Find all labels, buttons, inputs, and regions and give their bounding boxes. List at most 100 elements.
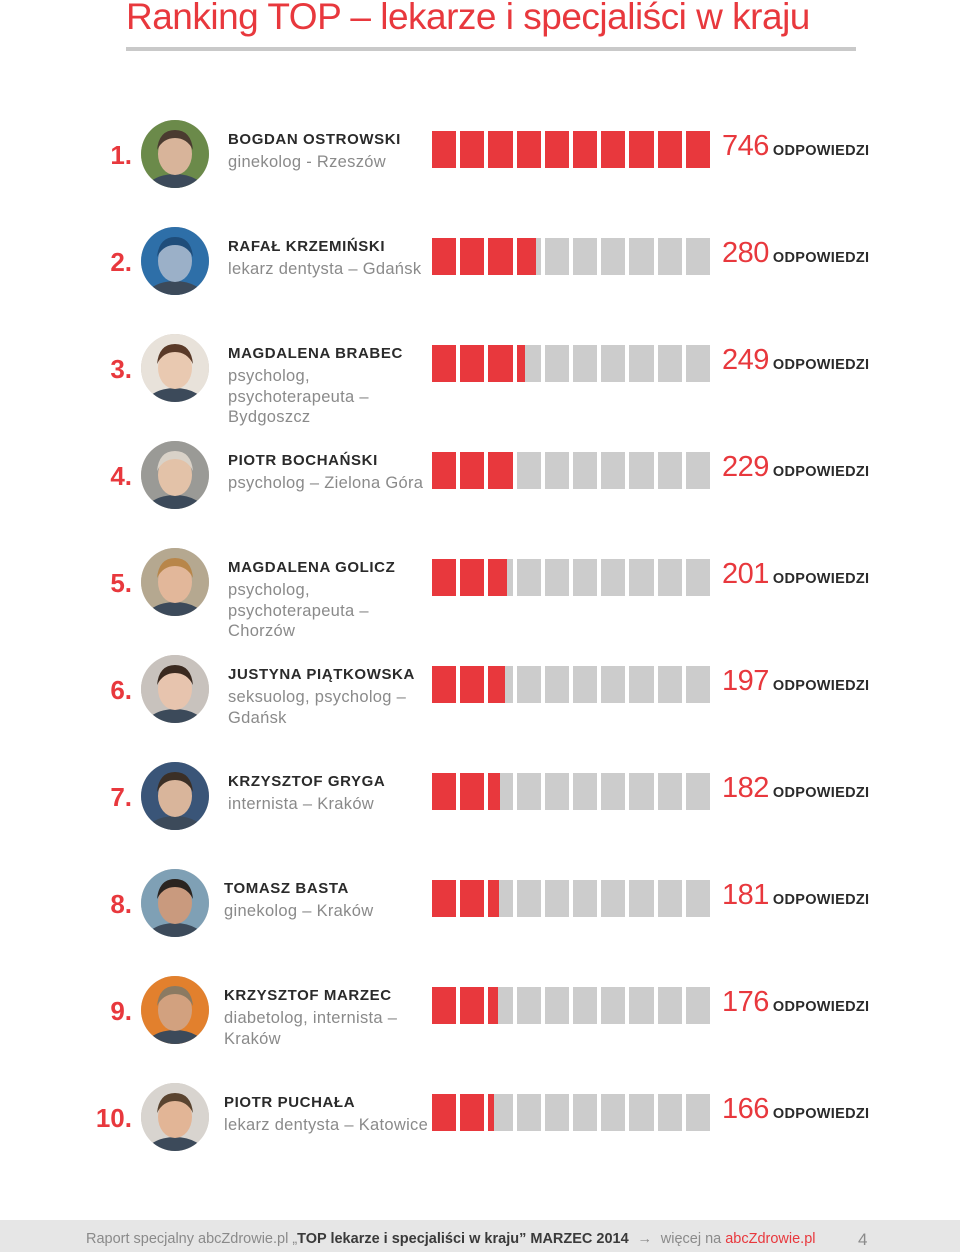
score-unit: ODPOWIEDZI — [772, 999, 870, 1015]
bar-cell — [601, 345, 626, 382]
bar-cell — [629, 238, 654, 275]
doctor-specialty: lekarz dentysta – Gdańsk — [228, 260, 422, 278]
bar-cell — [544, 345, 570, 382]
bar-cell-filled — [432, 666, 457, 703]
bar-cell — [573, 1094, 598, 1131]
score-bar-fill — [432, 666, 506, 703]
score-bar-fill — [432, 559, 507, 596]
doctor-name: MAGDALENA GOLICZ — [228, 559, 396, 576]
score-bar — [432, 131, 711, 168]
rank-number: 8. — [110, 889, 132, 919]
score-value: 166 — [722, 1093, 769, 1125]
doctor-specialty: psycholog – Zielona Góra — [228, 474, 424, 492]
bar-cell-filled — [432, 452, 457, 489]
bar-cell — [544, 987, 570, 1024]
bar-cell — [657, 987, 682, 1024]
footer-more-text: więcej na — [660, 1231, 726, 1247]
footer-link[interactable]: abcZdrowie.pl — [725, 1231, 816, 1247]
score: 249 ODPOWIEDZI — [722, 342, 869, 383]
bar-cell — [629, 345, 654, 382]
bar-cell-filled — [432, 1094, 457, 1131]
score: 229 ODPOWIEDZI — [722, 449, 869, 490]
doctor-specialty: ginekolog – Kraków — [224, 902, 374, 920]
bar-cell — [516, 1094, 541, 1131]
bar-cell — [685, 345, 711, 382]
bar-cell — [601, 238, 626, 275]
bar-cell — [544, 666, 570, 703]
doctor-name: TOMASZ BASTA — [224, 880, 349, 897]
bar-cell — [657, 238, 682, 275]
footer-report-title: TOP lekarze i specjaliści w kraju — [297, 1231, 520, 1247]
footer-text: Raport specjalny abcZdrowie.pl „TOP leka… — [86, 1231, 816, 1247]
bar-cell-filled — [488, 345, 513, 382]
footer: Raport specjalny abcZdrowie.pl „TOP leka… — [0, 1220, 960, 1252]
score-value: 249 — [722, 344, 769, 376]
rank-number: 7. — [110, 782, 132, 812]
bar-cell — [629, 452, 654, 489]
avatar — [141, 227, 209, 295]
score-bar — [432, 880, 711, 917]
score-value: 280 — [722, 237, 769, 269]
bar-cell — [657, 559, 682, 596]
avatar — [141, 976, 209, 1044]
bar-cell — [573, 987, 598, 1024]
rank-number: 10. — [95, 1103, 132, 1133]
score-bar — [432, 452, 711, 489]
score: 197 ODPOWIEDZI — [722, 663, 869, 704]
bar-cell — [516, 666, 541, 703]
bar-cell-filled — [460, 987, 485, 1024]
score-unit: ODPOWIEDZI — [772, 143, 870, 159]
page-number: 4 — [858, 1230, 868, 1249]
doctor-name: KRZYSZTOF GRYGA — [228, 773, 386, 790]
score-bar-fill — [432, 452, 518, 489]
footer-date: MARZEC 2014 — [530, 1231, 629, 1247]
score-unit: ODPOWIEDZI — [772, 1106, 870, 1122]
rank-number: 4. — [110, 461, 132, 491]
bar-cell-filled — [488, 1094, 494, 1131]
ranking-entry: 5. MAGDALENA GOLICZ psycholog, psychoterap… — [0, 548, 960, 640]
doctor-specialty: seksuolog, psycholog – Gdańsk — [228, 688, 407, 727]
score-bar — [432, 773, 711, 810]
rank-number: 1. — [110, 140, 132, 170]
bar-cell-filled — [432, 559, 457, 596]
avatar — [141, 1083, 209, 1151]
ranking-entry: 2. RAFAŁ KRZEMIŃSKI lekarz dentysta – Gdań… — [0, 227, 960, 307]
bar-cell-filled — [432, 773, 457, 810]
score-value: 746 — [722, 130, 769, 162]
doctor-specialty: psycholog, psychoterapeuta – Bydgoszcz — [228, 367, 369, 426]
bar-cell — [544, 1094, 570, 1131]
bar-cell — [685, 666, 711, 703]
bar-cell-filled — [516, 452, 518, 489]
bar-cell-filled — [460, 1094, 485, 1131]
doctor-name: MAGDALENA BRABEC — [228, 345, 403, 362]
bar-cell-filled — [488, 987, 498, 1024]
bar-cell-filled — [460, 773, 485, 810]
bar-cell — [629, 559, 654, 596]
score-bar-fill — [432, 131, 710, 168]
bar-cell — [544, 559, 570, 596]
bar-cell — [573, 345, 598, 382]
bar-cell — [516, 880, 541, 917]
doctor-specialty: lekarz dentysta – Katowice — [224, 1116, 429, 1134]
page-title: Ranking TOP – lekarze i specjaliści w kr… — [126, 0, 810, 37]
doctor-name: BOGDAN OSTROWSKI — [228, 131, 401, 148]
bar-cell — [685, 987, 711, 1024]
bar-cell — [601, 1094, 626, 1131]
bar-cell — [601, 987, 626, 1024]
bar-cell — [573, 773, 598, 810]
doctor-name: KRZYSZTOF MARZEC — [224, 987, 392, 1004]
score-value: 181 — [722, 879, 769, 911]
bar-cell-filled — [460, 559, 485, 596]
bar-cell-filled — [488, 238, 513, 275]
bar-cell-filled — [432, 131, 457, 168]
avatar — [141, 762, 209, 830]
bar-cell-filled — [629, 131, 654, 168]
bar-cell — [629, 1094, 654, 1131]
bar-cell-filled — [488, 666, 506, 703]
bar-cell-filled — [460, 666, 485, 703]
bar-cell — [516, 987, 541, 1024]
score: 176 ODPOWIEDZI — [722, 984, 869, 1025]
bar-cell — [601, 666, 626, 703]
bar-cell-filled — [488, 131, 513, 168]
bar-cell-filled — [657, 131, 682, 168]
